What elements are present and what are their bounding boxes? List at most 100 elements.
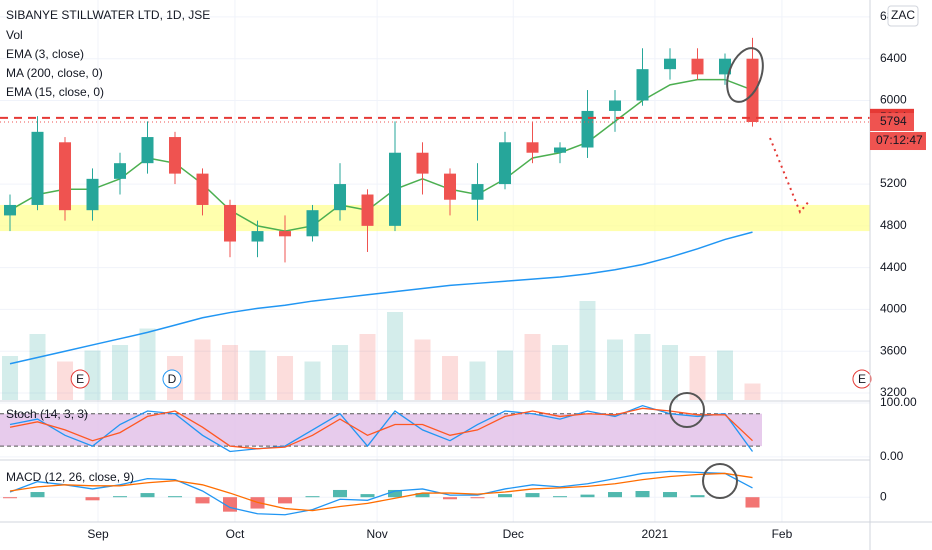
histogram-bar — [663, 492, 678, 498]
histogram-bar — [498, 494, 513, 498]
annotation-circle — [726, 47, 764, 103]
candle-body — [636, 69, 649, 101]
event-label: E — [76, 372, 84, 386]
pane-title: Stoch (14, 3, 3) — [6, 407, 88, 421]
series-line — [9, 407, 753, 450]
volume-bar — [662, 345, 679, 400]
plot — [0, 0, 872, 522]
volume-bar — [2, 356, 19, 400]
candle-body — [691, 58, 704, 75]
histogram-bar — [470, 497, 485, 499]
price-badge-label: 5794 — [880, 114, 907, 128]
histogram-bar — [305, 496, 320, 498]
histogram-bar — [85, 497, 100, 501]
volume-bar — [607, 339, 624, 400]
candle-body — [554, 147, 567, 153]
volume-bar — [552, 345, 569, 400]
volume-bar — [359, 334, 376, 400]
y-tick-label: 3200 — [880, 385, 907, 399]
candle-body — [31, 131, 44, 205]
volume-bar — [634, 334, 651, 400]
histogram-bar — [168, 496, 183, 498]
series-line — [9, 470, 753, 516]
candle-body — [251, 231, 264, 242]
event-marker — [70, 369, 90, 389]
histogram-bar — [525, 493, 540, 498]
candle-body — [664, 58, 677, 70]
histogram-bar — [388, 489, 403, 498]
x-tick-label: Sep — [87, 527, 109, 541]
annotation-circle — [669, 392, 705, 428]
histogram-bar — [553, 496, 568, 498]
y-tick-label: 5200 — [880, 176, 907, 190]
histogram-bar — [140, 493, 155, 498]
event-marker — [852, 369, 872, 389]
candle-body — [334, 184, 347, 211]
volume-bar — [579, 301, 596, 400]
price-badge — [870, 113, 914, 132]
histogram-bar — [608, 492, 623, 498]
histogram-bar — [195, 497, 210, 504]
volume-bar — [442, 356, 459, 400]
chart-title: SIBANYE STILLWATER LTD, 1D, JSE — [6, 8, 210, 22]
candle-body — [141, 137, 154, 164]
volume-bar — [249, 350, 266, 400]
event-label: E — [858, 372, 866, 386]
pane-title: MACD (12, 26, close, 9) — [6, 470, 134, 484]
countdown-label: 07:12:47 — [876, 133, 923, 147]
volume-bar — [304, 361, 321, 400]
candle-body — [306, 210, 319, 237]
histogram-bar — [333, 489, 348, 498]
volume-bar — [84, 350, 101, 400]
candle-body — [444, 173, 457, 200]
volume-bar — [414, 339, 431, 400]
event-label: D — [168, 372, 177, 386]
y-tick-label: 0.00 — [880, 449, 904, 463]
currency-badge — [887, 5, 919, 27]
legend-entry: EMA (15, close, 0) — [6, 85, 104, 99]
histogram-bar — [278, 497, 293, 504]
histogram-bar — [415, 493, 430, 498]
histogram-bar — [580, 494, 595, 498]
currency-label: ZAC — [891, 8, 915, 22]
histogram-bar — [113, 496, 128, 498]
y-tick-label: 6000 — [880, 93, 907, 107]
volume-bar — [194, 339, 211, 400]
volume-bar — [387, 312, 404, 400]
series-line — [9, 78, 753, 232]
candle-body — [196, 173, 209, 205]
y-tick-label: 3600 — [880, 343, 907, 357]
volume-bar — [277, 356, 294, 400]
zone — [0, 204, 870, 232]
volume-bar — [57, 361, 74, 400]
histogram-bar — [360, 494, 375, 498]
x-tick-label: Feb — [772, 527, 793, 541]
volume-bar — [222, 345, 239, 400]
y-tick-label: 4000 — [880, 302, 907, 316]
candle-body — [609, 100, 622, 111]
candle-body — [719, 58, 732, 75]
candle-body — [471, 184, 484, 200]
histogram-bar — [3, 497, 18, 499]
candle-body — [86, 178, 99, 211]
legend-entry: EMA (3, close) — [6, 47, 84, 61]
histogram-bar — [443, 497, 458, 500]
candle-body — [279, 231, 292, 237]
histogram-bar — [30, 492, 45, 498]
volume-bar — [689, 356, 706, 400]
candle-body — [581, 110, 594, 148]
annotation-circle — [702, 463, 738, 499]
x-tick-label: Oct — [226, 527, 245, 541]
candle-body — [4, 204, 17, 216]
candle-body — [526, 142, 539, 153]
volume-bar — [139, 328, 156, 400]
x-tick-label: 2021 — [642, 527, 669, 541]
volume-bar — [524, 334, 541, 400]
legend-entry: MA (200, close, 0) — [6, 66, 103, 80]
y-tick-label: 4800 — [880, 218, 907, 232]
volume-bar — [29, 334, 46, 400]
countdown-badge — [870, 132, 926, 151]
volume-bar — [112, 345, 129, 400]
histogram-bar — [745, 497, 760, 508]
